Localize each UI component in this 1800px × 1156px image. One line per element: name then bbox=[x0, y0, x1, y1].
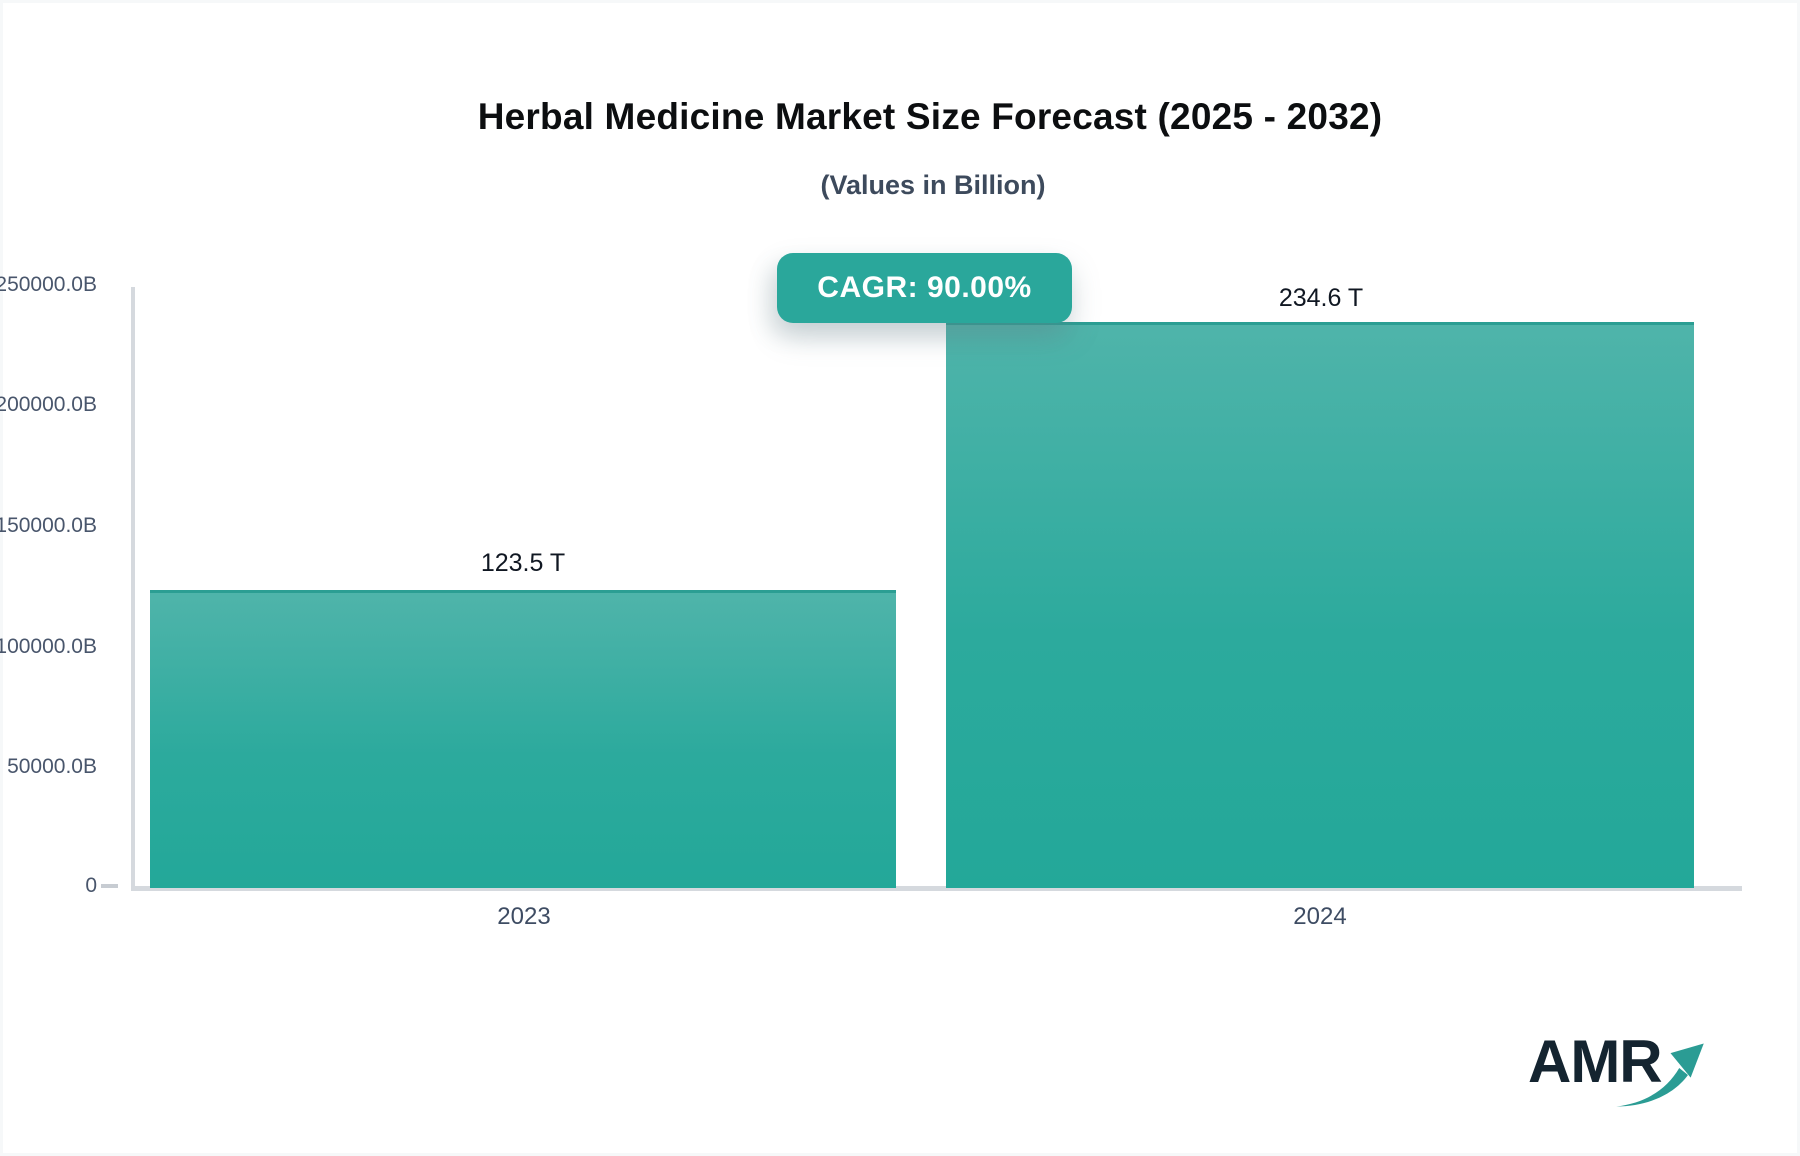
y-tick-label-200000: 200000.0B bbox=[0, 393, 97, 416]
bar-2023[interactable] bbox=[150, 590, 896, 888]
amr-logo: AMR bbox=[1528, 1032, 1718, 1124]
page-title: Herbal Medicine Market Size Forecast (20… bbox=[477, 96, 1383, 137]
growth-arrow-icon bbox=[1616, 1043, 1704, 1107]
y-axis-line bbox=[131, 287, 135, 888]
x-axis-label-2023: 2023 bbox=[497, 903, 551, 930]
y-tick-label-50000: 50000.0B bbox=[7, 755, 97, 778]
amr-logo-text: AMR bbox=[1528, 1028, 1663, 1095]
y-tick-label-150000: 150000.0B bbox=[0, 514, 97, 537]
chart-subtitle: (Values in Billion) bbox=[820, 170, 1046, 200]
y-tick-label-250000: 250000.0B bbox=[0, 273, 97, 296]
x-axis-label-2024: 2024 bbox=[1293, 903, 1347, 930]
cagr-badge-label: CAGR: 90.00% bbox=[817, 271, 1032, 304]
cagr-badge: CAGR: 90.00% bbox=[777, 253, 1072, 323]
bar-value-label-2024: 234.6 T bbox=[1278, 284, 1364, 312]
y-tick-label-0: 0 bbox=[85, 874, 97, 897]
y-tick-label-100000: 100000.0B bbox=[0, 635, 97, 658]
bar-2024[interactable] bbox=[946, 322, 1694, 888]
x-axis-line bbox=[131, 886, 1742, 891]
zero-tick-mark bbox=[101, 884, 118, 888]
bar-value-label-2023: 123.5 T bbox=[480, 549, 566, 577]
